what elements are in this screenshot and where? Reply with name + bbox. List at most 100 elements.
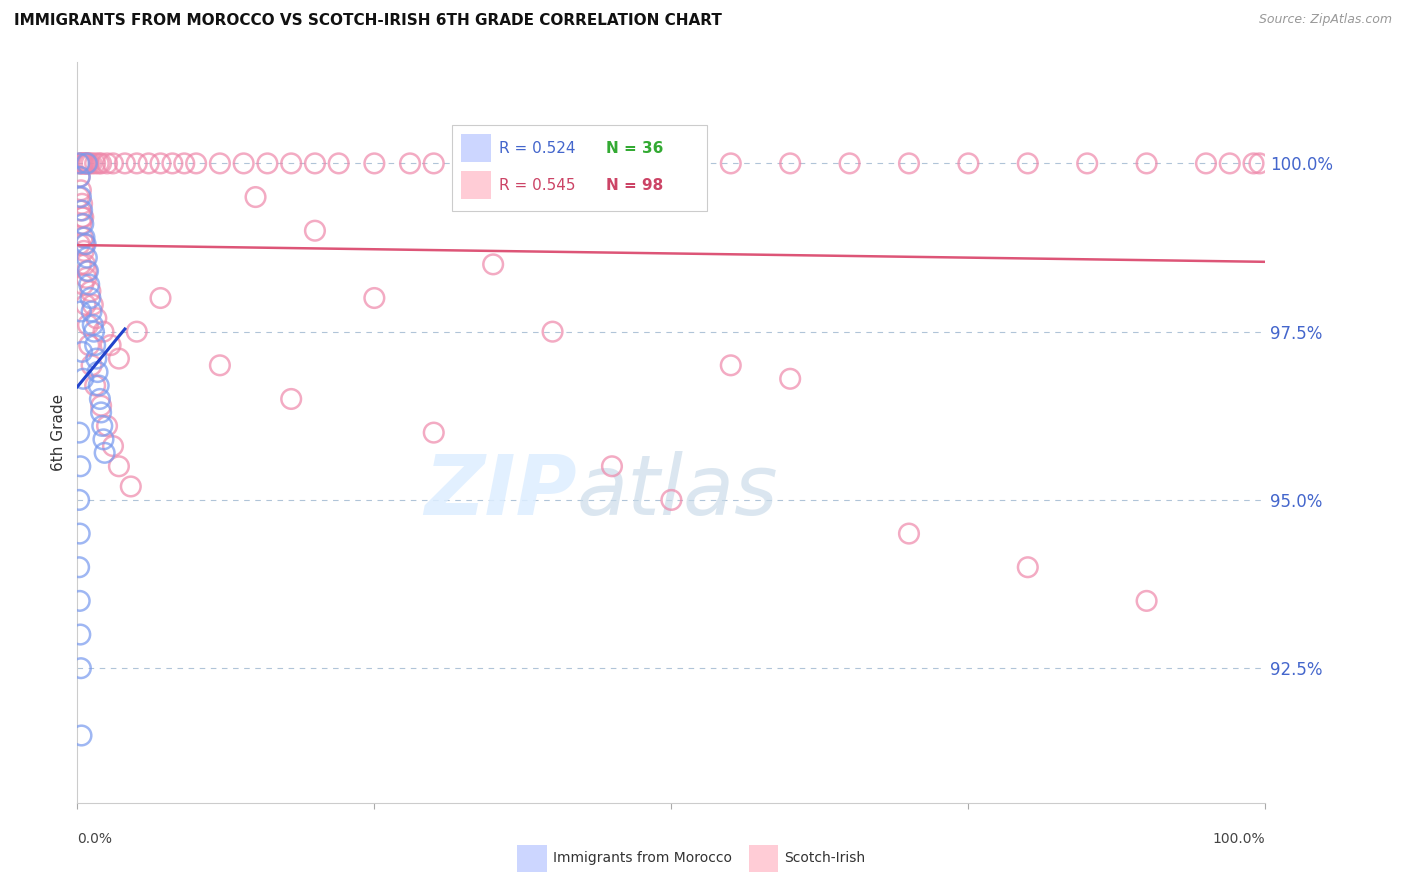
Point xyxy=(76,156,98,170)
Point xyxy=(69,203,91,218)
Point xyxy=(77,318,100,332)
Text: N = 98: N = 98 xyxy=(606,178,664,193)
Y-axis label: 6th Grade: 6th Grade xyxy=(51,394,66,471)
Point xyxy=(90,405,112,419)
Point xyxy=(73,230,96,244)
Point xyxy=(72,211,94,225)
Point xyxy=(779,156,801,170)
Point xyxy=(70,196,93,211)
Point xyxy=(75,156,97,170)
Point xyxy=(280,392,302,406)
Point xyxy=(1136,594,1159,608)
Point xyxy=(70,203,93,218)
Point xyxy=(482,156,505,170)
Point xyxy=(72,277,94,292)
Text: R = 0.545: R = 0.545 xyxy=(499,178,575,193)
Point xyxy=(69,627,91,641)
Point xyxy=(69,169,91,184)
Text: Immigrants from Morocco: Immigrants from Morocco xyxy=(553,851,731,865)
Point xyxy=(83,325,105,339)
Point xyxy=(600,459,623,474)
Point xyxy=(1195,156,1218,170)
Point xyxy=(96,418,118,433)
Point xyxy=(82,298,104,312)
Point xyxy=(120,479,142,493)
Point xyxy=(70,156,93,170)
Point xyxy=(1136,156,1159,170)
Point xyxy=(70,156,93,170)
Point xyxy=(173,156,195,170)
Point xyxy=(67,190,90,204)
Point xyxy=(70,211,93,225)
Point xyxy=(69,459,91,474)
Text: Scotch-Irish: Scotch-Irish xyxy=(785,851,865,865)
Point xyxy=(70,190,93,204)
Point xyxy=(720,359,742,373)
Point xyxy=(73,156,96,170)
Text: N = 36: N = 36 xyxy=(606,141,664,156)
Point xyxy=(1249,156,1271,170)
Point xyxy=(67,492,90,507)
Point xyxy=(80,156,103,170)
Point xyxy=(84,378,107,392)
Point xyxy=(1219,156,1241,170)
Point xyxy=(69,169,91,184)
Point xyxy=(70,183,93,197)
Point xyxy=(69,594,91,608)
Point xyxy=(79,285,101,299)
Point xyxy=(76,264,98,278)
Point xyxy=(114,156,136,170)
Point xyxy=(69,526,91,541)
Point xyxy=(100,338,122,352)
Point xyxy=(600,156,623,170)
Point xyxy=(90,399,112,413)
FancyBboxPatch shape xyxy=(461,135,491,162)
Point xyxy=(256,156,278,170)
Point xyxy=(125,156,148,170)
Point xyxy=(363,156,385,170)
FancyBboxPatch shape xyxy=(451,126,707,211)
Point xyxy=(70,257,93,271)
Text: 100.0%: 100.0% xyxy=(1213,832,1265,847)
Point xyxy=(70,661,93,675)
Point xyxy=(70,344,93,359)
Point xyxy=(232,156,254,170)
Point xyxy=(898,156,921,170)
Point xyxy=(72,217,94,231)
Point xyxy=(541,156,564,170)
Point xyxy=(720,156,742,170)
Point xyxy=(84,156,107,170)
Point xyxy=(87,156,110,170)
Point xyxy=(77,277,100,292)
Point xyxy=(304,224,326,238)
Point xyxy=(77,156,100,170)
Point xyxy=(76,156,98,170)
FancyBboxPatch shape xyxy=(517,845,547,871)
Point xyxy=(93,433,115,447)
Point xyxy=(80,304,103,318)
Point xyxy=(162,156,184,170)
Point xyxy=(108,351,131,366)
Point xyxy=(75,298,97,312)
Point xyxy=(423,425,446,440)
Point xyxy=(70,304,93,318)
Point xyxy=(186,156,208,170)
Point xyxy=(90,156,112,170)
Point xyxy=(77,264,100,278)
FancyBboxPatch shape xyxy=(748,845,779,871)
Point xyxy=(399,156,422,170)
Point xyxy=(363,291,385,305)
Point xyxy=(101,439,124,453)
Point xyxy=(73,257,96,271)
Point xyxy=(898,526,921,541)
Text: ZIP: ZIP xyxy=(423,451,576,533)
Point xyxy=(125,325,148,339)
Point xyxy=(101,156,124,170)
Point xyxy=(86,351,108,366)
Point xyxy=(138,156,160,170)
Point xyxy=(108,459,131,474)
Point xyxy=(245,190,267,204)
Point xyxy=(72,156,94,170)
FancyBboxPatch shape xyxy=(461,171,491,200)
Point xyxy=(79,291,101,305)
